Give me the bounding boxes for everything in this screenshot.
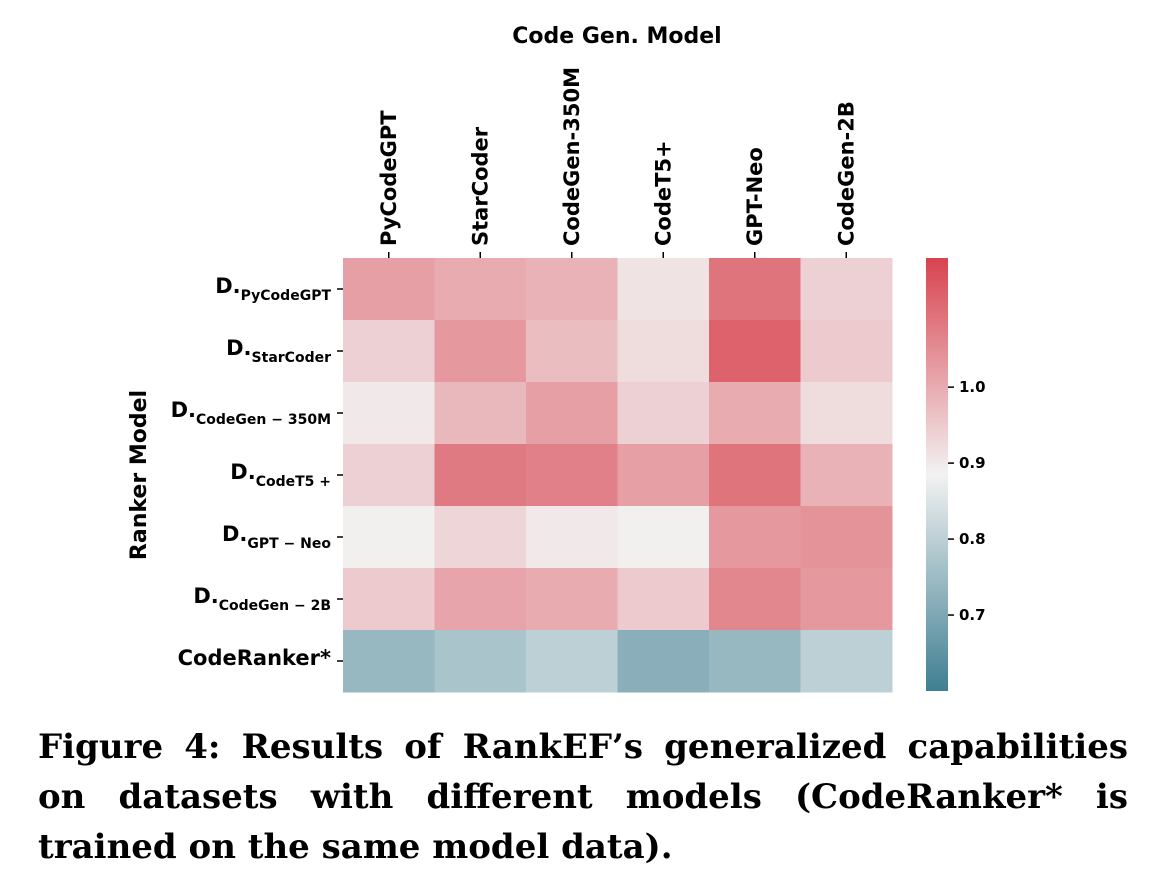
colorbar-tick-label: 1.0: [959, 378, 986, 396]
heatmap-cell: [526, 506, 618, 569]
column-label: StarCoder: [468, 126, 492, 246]
row-label: D.PyCodeGPT: [215, 274, 331, 304]
heatmap-cell: [343, 320, 435, 383]
heatmap-cell: [343, 630, 435, 693]
heatmap-cell: [800, 444, 893, 507]
colorbar: [926, 258, 948, 691]
heatmap-cell: [343, 568, 435, 631]
heatmap-cell: [800, 568, 893, 631]
row-label: D.CodeGen − 350M: [171, 398, 331, 428]
row-label: D.StarCoder: [226, 336, 331, 366]
heatmap-cell: [434, 258, 527, 321]
row-label: CodeRanker*: [178, 646, 331, 670]
heatmap-cell: [800, 506, 893, 569]
heatmap-cell: [709, 258, 801, 321]
row-label: D.CodeGen − 2B: [193, 584, 331, 614]
heatmap-cell: [617, 568, 710, 631]
heatmap-cell: [343, 382, 435, 445]
y-axis-title: Ranker Model: [127, 390, 152, 560]
heatmap-cell: [434, 568, 527, 631]
heatmap-cell: [800, 382, 893, 445]
heatmap-cells: [343, 258, 893, 693]
heatmap-cell: [617, 506, 710, 569]
heatmap-cell: [526, 258, 618, 321]
column-label: PyCodeGPT: [377, 110, 401, 246]
column-label: CodeGen-2B: [834, 101, 858, 246]
heatmap-cell: [617, 258, 710, 321]
heatmap-cell: [343, 258, 435, 321]
heatmap-cell: [343, 506, 435, 569]
column-labels: PyCodeGPT StarCoder CodeGen-350M CodeT5+ GPT…: [377, 67, 858, 258]
heatmap-cell: [526, 320, 618, 383]
figure-caption: Figure 4: Results of RankEF’s generalize…: [38, 727, 1128, 867]
heatmap-cell: [800, 320, 893, 383]
heatmap-cell: [709, 444, 801, 507]
heatmap-cell: [800, 258, 893, 321]
heatmap-cell: [526, 630, 618, 693]
heatmap-cell: [343, 444, 435, 507]
column-label: CodeT5+: [651, 140, 675, 246]
heatmap-cell: [709, 630, 801, 693]
column-label: GPT-Neo: [743, 147, 767, 246]
heatmap-cell: [526, 444, 618, 507]
heatmap-cell: [434, 630, 527, 693]
heatmap-cell: [526, 382, 618, 445]
heatmap-cell: [617, 444, 710, 507]
heatmap-cell: [434, 320, 527, 383]
heatmap-cell: [617, 382, 710, 445]
heatmap-cell: [434, 506, 527, 569]
colorbar-tick-label: 0.9: [959, 454, 986, 472]
x-axis-title: Code Gen. Model: [512, 24, 721, 49]
heatmap-cell: [434, 444, 527, 507]
heatmap-cell: [617, 630, 710, 693]
colorbar-ticks: 1.0 0.9 0.8 0.7: [948, 378, 986, 624]
heatmap-chart: Code Gen. Model Ranker Model PyCodeGPT St…: [127, 24, 986, 693]
heatmap-cell: [800, 630, 893, 693]
row-label: D.CodeT5 +: [230, 460, 331, 490]
heatmap-cell: [526, 568, 618, 631]
row-labels: D.PyCodeGPT D.StarCoder D.CodeGen − 350M D.…: [171, 274, 343, 670]
heatmap-cell: [709, 382, 801, 445]
colorbar-tick-label: 0.7: [959, 606, 986, 624]
heatmap-cell: [709, 320, 801, 383]
column-label: CodeGen-350M: [560, 67, 584, 246]
row-label: D.GPT − Neo: [222, 522, 331, 552]
heatmap-cell: [434, 382, 527, 445]
colorbar-tick-label: 0.8: [959, 530, 986, 548]
heatmap-cell: [617, 320, 710, 383]
heatmap-cell: [709, 506, 801, 569]
heatmap-cell: [709, 568, 801, 631]
